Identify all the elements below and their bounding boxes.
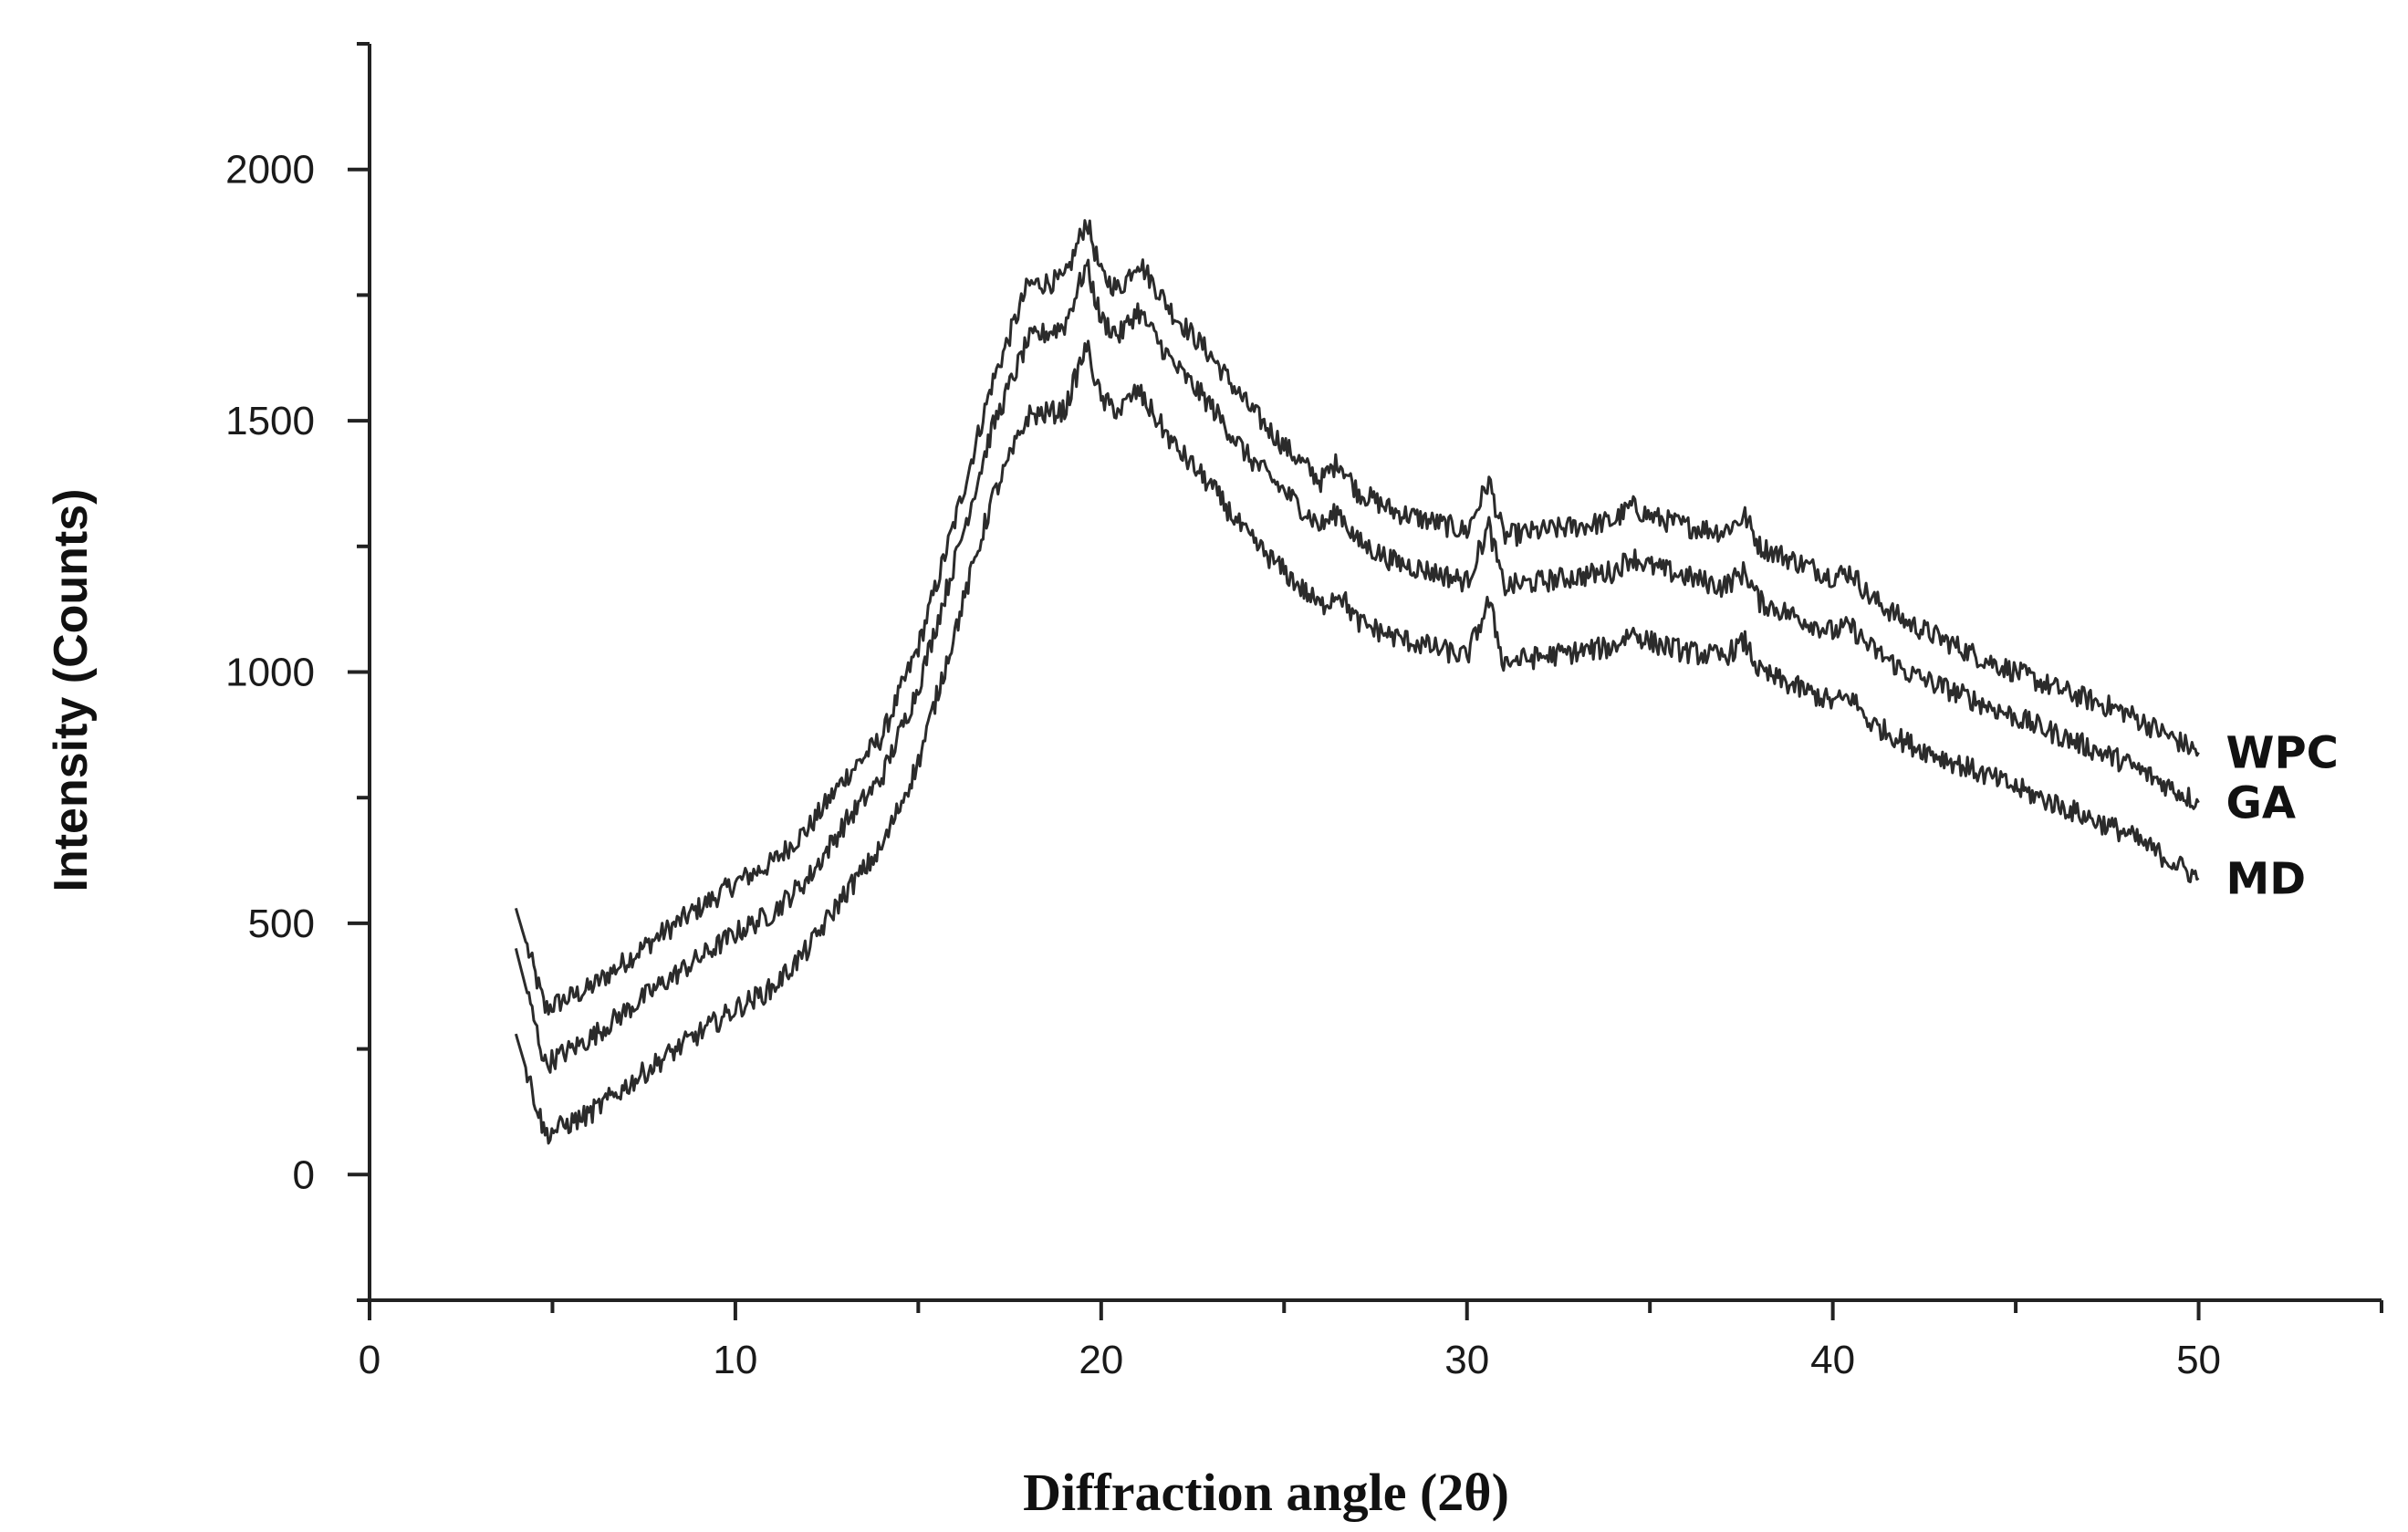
series-line-ga (514, 258, 2200, 1074)
y-ticks: 0 500 1000 1500 2000 (225, 42, 370, 1302)
y-axis-label: Intensity (Counts) (45, 489, 98, 892)
x-tick-label: 0 (359, 1338, 380, 1382)
x-tick-label: 40 (1810, 1338, 1855, 1382)
axes: 0 10 20 30 40 50 0 500 1000 1500 2000 (225, 42, 2383, 1382)
series-line-wpc (514, 219, 2200, 1016)
x-axis-label: Diffraction angle (2θ) (1023, 1463, 1509, 1522)
y-tick-label: 1500 (225, 399, 315, 443)
series-line-md (514, 339, 2200, 1145)
y-tick-label: 500 (248, 901, 315, 946)
x-ticks: 0 10 20 30 40 50 (359, 1300, 2383, 1382)
series-label-md: MD (2226, 853, 2307, 904)
series-label-wpc: WPC (2226, 728, 2339, 779)
x-tick-label: 50 (2176, 1338, 2221, 1382)
y-tick-label: 1000 (225, 651, 315, 695)
series-label-ga: GA (2226, 778, 2297, 829)
x-tick-label: 30 (1444, 1338, 1489, 1382)
y-tick-label: 0 (293, 1152, 315, 1197)
y-tick-label: 2000 (225, 148, 315, 193)
x-tick-label: 20 (1079, 1338, 1123, 1382)
x-tick-label: 10 (713, 1338, 757, 1382)
